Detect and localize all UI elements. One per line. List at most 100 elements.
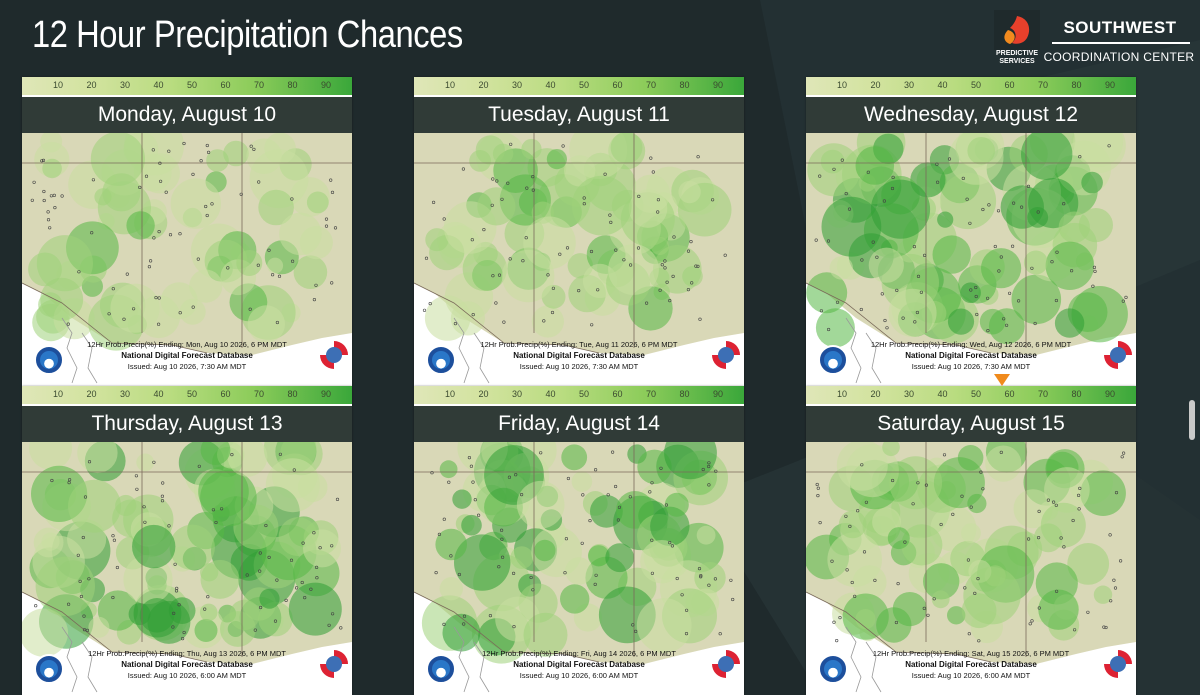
station-marker — [668, 299, 672, 303]
station-marker — [457, 572, 462, 577]
day-banner: Monday, August 10 — [22, 97, 352, 133]
station-marker — [83, 495, 88, 499]
precip-blob — [979, 308, 1006, 335]
nws-logo — [712, 341, 740, 369]
station-marker — [696, 264, 700, 268]
precip-blob — [827, 532, 882, 587]
station-marker — [856, 509, 860, 513]
scale-tick: 20 — [870, 389, 881, 399]
station-marker — [1073, 628, 1077, 632]
station-marker — [226, 266, 230, 270]
station-marker — [835, 300, 840, 304]
station-marker — [453, 322, 458, 326]
precip-blob — [653, 245, 702, 294]
station-marker — [916, 274, 921, 278]
station-marker — [48, 226, 52, 230]
station-marker — [1078, 155, 1082, 159]
scale-tick: 60 — [612, 389, 623, 399]
station-marker — [926, 613, 930, 617]
forecast-panel: 10 20 30 40 50 60 70 80 90 Wednesday, August 12 … — [806, 77, 1136, 386]
station-marker — [916, 481, 920, 485]
station-marker — [986, 329, 990, 333]
station-marker — [611, 450, 615, 454]
precip-blob — [1093, 585, 1113, 604]
station-marker — [253, 628, 257, 632]
station-marker — [968, 221, 972, 225]
precip-blob — [33, 527, 64, 558]
station-marker — [267, 248, 271, 252]
scale-tick: 90 — [1104, 389, 1116, 399]
map-caption: 12Hr Prob.Precip(%) Ending: Tue, Aug 11 … — [480, 340, 678, 349]
station-marker — [177, 603, 181, 607]
precip-blob — [870, 179, 931, 239]
station-marker — [826, 239, 831, 243]
precip-blob — [439, 577, 463, 601]
station-marker — [951, 512, 955, 516]
station-marker — [278, 452, 283, 456]
map-source: National Digital Forecast Database — [905, 351, 1037, 360]
station-marker — [437, 532, 442, 536]
map-issued: Issued: Aug 10 2026, 6:00 AM MDT — [911, 671, 1031, 680]
station-marker — [174, 589, 179, 593]
station-marker — [711, 198, 715, 202]
station-marker — [434, 571, 438, 575]
station-marker — [973, 591, 977, 595]
nws-logo — [1104, 341, 1132, 369]
station-marker — [987, 203, 991, 207]
station-marker — [111, 595, 115, 600]
precip-blob — [516, 480, 565, 529]
station-marker — [986, 296, 990, 300]
station-marker — [442, 517, 446, 521]
scale-tick: 70 — [253, 389, 265, 399]
station-marker — [697, 566, 702, 571]
station-marker — [913, 320, 917, 324]
precip-blob — [605, 543, 635, 573]
precip-blob — [236, 250, 263, 276]
coastline — [473, 332, 490, 384]
probability-scale: 10 20 30 40 50 60 70 80 90 — [806, 77, 1136, 95]
station-marker — [668, 540, 672, 545]
station-marker — [645, 301, 649, 305]
station-marker — [500, 555, 505, 559]
probability-scale: 10 20 30 40 50 60 70 80 90 — [806, 386, 1136, 404]
precip-blob — [264, 133, 296, 165]
station-marker — [164, 190, 168, 194]
station-marker — [471, 480, 475, 484]
station-marker — [551, 286, 555, 290]
station-marker — [1028, 622, 1032, 626]
precip-blob — [1081, 171, 1103, 194]
station-marker — [896, 582, 900, 586]
station-marker — [566, 476, 570, 481]
station-marker — [650, 571, 654, 575]
precip-blob — [931, 590, 950, 609]
precip-blob — [855, 609, 876, 630]
station-marker — [172, 611, 176, 615]
station-marker — [34, 604, 38, 608]
station-marker — [882, 199, 886, 203]
station-marker — [252, 147, 256, 151]
station-marker — [871, 240, 875, 244]
border-line — [806, 591, 992, 663]
scale-tick: 90 — [320, 80, 332, 90]
station-marker — [827, 327, 831, 332]
station-marker — [312, 531, 316, 535]
station-marker — [125, 272, 129, 276]
station-marker — [850, 580, 854, 585]
station-marker — [309, 587, 313, 591]
station-marker — [1033, 321, 1037, 326]
scale-tick: 60 — [220, 80, 231, 90]
station-marker — [835, 639, 839, 643]
station-marker — [1055, 589, 1059, 593]
station-marker — [275, 320, 279, 325]
station-marker — [915, 310, 919, 315]
precip-blob — [565, 557, 593, 585]
station-marker — [49, 194, 54, 198]
precip-blob — [631, 174, 671, 213]
station-marker — [689, 239, 693, 244]
station-marker — [1036, 210, 1040, 214]
scale-tick: 30 — [119, 389, 131, 399]
map-source: National Digital Forecast Database — [513, 660, 645, 669]
border-line — [414, 591, 600, 663]
precip-blob — [640, 540, 684, 584]
scrollbar[interactable] — [1189, 400, 1195, 440]
